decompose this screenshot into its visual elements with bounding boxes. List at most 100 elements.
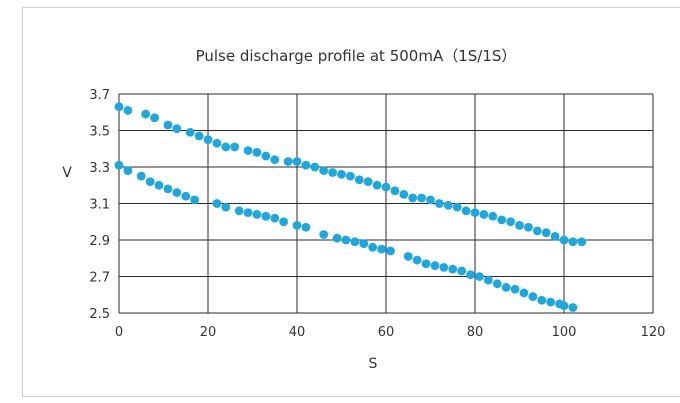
data-point bbox=[443, 200, 453, 210]
data-point bbox=[532, 226, 542, 236]
data-point bbox=[381, 182, 391, 192]
data-point bbox=[390, 186, 400, 196]
data-point bbox=[466, 270, 475, 280]
data-point bbox=[292, 157, 302, 166]
y-tick-label: 3.5 bbox=[89, 125, 110, 140]
data-point bbox=[452, 202, 462, 212]
data-point bbox=[506, 217, 515, 227]
x-tick-label: 80 bbox=[467, 325, 484, 340]
data-point bbox=[350, 237, 360, 247]
data-point bbox=[114, 160, 124, 170]
data-point bbox=[519, 288, 529, 298]
data-point bbox=[363, 177, 373, 187]
data-point bbox=[386, 246, 395, 256]
grid bbox=[118, 93, 654, 314]
data-point bbox=[332, 233, 342, 243]
data-point bbox=[341, 235, 351, 245]
data-point bbox=[279, 217, 289, 227]
data-point bbox=[559, 235, 569, 245]
y-tick-label: 3.1 bbox=[89, 198, 110, 213]
data-point bbox=[359, 239, 369, 249]
data-point bbox=[421, 259, 431, 269]
data-point bbox=[310, 162, 320, 172]
data-point bbox=[114, 102, 124, 112]
x-tick-label: 40 bbox=[289, 325, 306, 340]
x-axis-ticks: 0 20 40 60 80 100 120 bbox=[115, 325, 666, 340]
data-point bbox=[435, 199, 444, 208]
data-point bbox=[172, 124, 182, 134]
data-point bbox=[492, 279, 502, 289]
data-point bbox=[528, 292, 538, 301]
chart-title: Pulse discharge profile at 500mA（1S/1S） bbox=[196, 47, 517, 65]
data-point bbox=[123, 106, 133, 115]
data-point bbox=[510, 284, 520, 294]
data-point bbox=[252, 210, 262, 219]
data-point bbox=[461, 206, 471, 216]
data-point bbox=[524, 222, 533, 232]
data-point bbox=[337, 169, 346, 179]
data-point bbox=[181, 191, 191, 201]
data-point bbox=[203, 135, 213, 145]
data-point bbox=[270, 155, 280, 165]
data-point bbox=[234, 206, 244, 216]
y-tick-label: 2.7 bbox=[89, 271, 110, 286]
data-point bbox=[185, 127, 195, 137]
data-point bbox=[154, 180, 164, 190]
data-point bbox=[408, 193, 418, 203]
data-point bbox=[194, 131, 204, 141]
x-tick-label: 0 bbox=[115, 325, 123, 340]
data-point bbox=[221, 202, 231, 212]
data-point bbox=[515, 221, 524, 230]
data-point bbox=[252, 148, 262, 157]
data-point bbox=[346, 171, 355, 181]
data-point bbox=[172, 188, 182, 197]
data-point bbox=[301, 222, 311, 232]
y-tick-label: 2.9 bbox=[89, 234, 110, 249]
y-tick-label: 3.7 bbox=[89, 88, 110, 103]
x-tick-label: 60 bbox=[378, 325, 395, 340]
x-tick-label: 100 bbox=[552, 325, 577, 340]
data-point bbox=[448, 264, 458, 274]
scatter-chart: Pulse discharge profile at 500mA（1S/1S） … bbox=[62, 47, 666, 372]
data-point bbox=[319, 166, 329, 176]
data-point bbox=[150, 113, 159, 123]
x-tick-label: 20 bbox=[200, 325, 217, 340]
data-point bbox=[292, 221, 302, 230]
data-point bbox=[501, 283, 511, 292]
y-axis-ticks: 2.5 2.7 2.9 3.1 3.3 3.5 3.7 bbox=[89, 88, 110, 322]
data-point bbox=[568, 303, 578, 312]
data-point bbox=[541, 228, 551, 238]
y-tick-label: 3.3 bbox=[89, 161, 110, 176]
data-point bbox=[368, 242, 378, 252]
data-point bbox=[483, 275, 493, 285]
data-point bbox=[136, 171, 146, 181]
data-point bbox=[212, 199, 222, 208]
data-point bbox=[577, 237, 587, 247]
x-axis-label: S bbox=[369, 356, 378, 372]
x-tick-label: 120 bbox=[641, 325, 666, 340]
data-point bbox=[230, 142, 240, 152]
data-point bbox=[283, 157, 293, 166]
data-point bbox=[568, 237, 578, 247]
data-point bbox=[123, 166, 133, 176]
data-point bbox=[546, 297, 556, 307]
data-point bbox=[163, 120, 173, 130]
data-point bbox=[457, 266, 467, 276]
data-point bbox=[417, 193, 426, 203]
data-point bbox=[328, 168, 337, 177]
data-point bbox=[163, 184, 173, 194]
data-point bbox=[399, 189, 409, 199]
y-tick-label: 2.5 bbox=[89, 307, 110, 322]
data-point bbox=[212, 138, 222, 148]
data-point bbox=[372, 180, 382, 190]
data-point bbox=[559, 301, 569, 311]
data-point bbox=[403, 252, 413, 261]
data-point bbox=[412, 255, 422, 265]
data-point bbox=[550, 231, 560, 241]
data-point bbox=[243, 208, 253, 218]
data-point bbox=[243, 146, 253, 155]
data-point bbox=[141, 109, 151, 119]
data-point bbox=[488, 211, 498, 221]
data-point bbox=[221, 142, 231, 152]
data-point bbox=[470, 208, 480, 218]
